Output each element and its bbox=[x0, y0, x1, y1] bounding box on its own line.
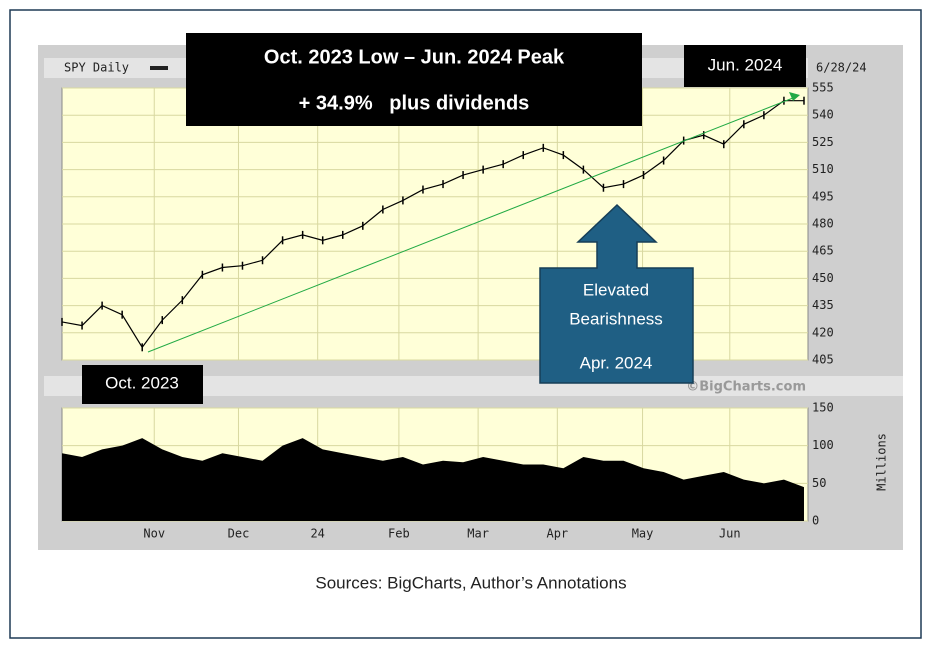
y-tick-label: 450 bbox=[812, 271, 834, 285]
y-tick-label: 540 bbox=[812, 108, 834, 122]
y-tick-label: 465 bbox=[812, 244, 834, 258]
x-tick-label: Jun bbox=[719, 527, 741, 541]
x-tick-label: Feb bbox=[388, 527, 410, 541]
x-tick-label: Nov bbox=[143, 527, 165, 541]
y-tick-label: 480 bbox=[812, 217, 834, 231]
bearish-callout bbox=[539, 203, 694, 384]
y-tick-label: 525 bbox=[812, 135, 834, 149]
watermark: ©BigCharts.com bbox=[686, 380, 806, 395]
price-line bbox=[61, 100, 804, 349]
y-tick-label: 435 bbox=[812, 298, 834, 312]
x-tick-label: Dec bbox=[228, 527, 250, 541]
source: Sources: BigCharts, Author’s Annotations bbox=[315, 573, 626, 592]
y-tick-label: 495 bbox=[812, 189, 834, 203]
bearish-line1: Elevated bbox=[583, 280, 649, 299]
y-tick-label: 150 bbox=[812, 401, 834, 415]
y-tick-label: 100 bbox=[812, 438, 834, 452]
chart-title: SPY Daily bbox=[64, 61, 129, 75]
headline: Oct. 2023 Low – Jun. 2024 Peak bbox=[264, 46, 565, 68]
x-tick-label: 24 bbox=[310, 527, 324, 541]
y-tick-label: 555 bbox=[812, 81, 834, 95]
low-label: Oct. 2023 bbox=[105, 373, 179, 392]
peak-label: Jun. 2024 bbox=[708, 55, 783, 74]
y-tick-label: 510 bbox=[812, 162, 834, 176]
date-label: 6/28/24 bbox=[816, 61, 867, 75]
x-tick-label: Mar bbox=[467, 527, 489, 541]
volume-area bbox=[62, 438, 804, 521]
headline-box bbox=[186, 33, 642, 126]
legend-swatch bbox=[150, 66, 168, 70]
y-axis-label: Millions bbox=[875, 433, 889, 491]
y-tick-label: 405 bbox=[812, 353, 834, 367]
y-tick-label: 0 bbox=[812, 514, 819, 528]
peak-box bbox=[684, 45, 806, 87]
x-tick-label: May bbox=[632, 527, 654, 541]
low-box bbox=[82, 365, 203, 404]
trend-arrow bbox=[789, 92, 800, 101]
bearish-line2: Bearishness bbox=[569, 309, 663, 328]
y-tick-label: 50 bbox=[812, 476, 826, 490]
gain: + 34.9% plus dividends bbox=[299, 92, 530, 114]
bearish-date: Apr. 2024 bbox=[580, 353, 653, 372]
x-tick-label: Apr bbox=[546, 527, 568, 541]
trend-line bbox=[147, 95, 799, 353]
y-tick-label: 420 bbox=[812, 325, 834, 339]
